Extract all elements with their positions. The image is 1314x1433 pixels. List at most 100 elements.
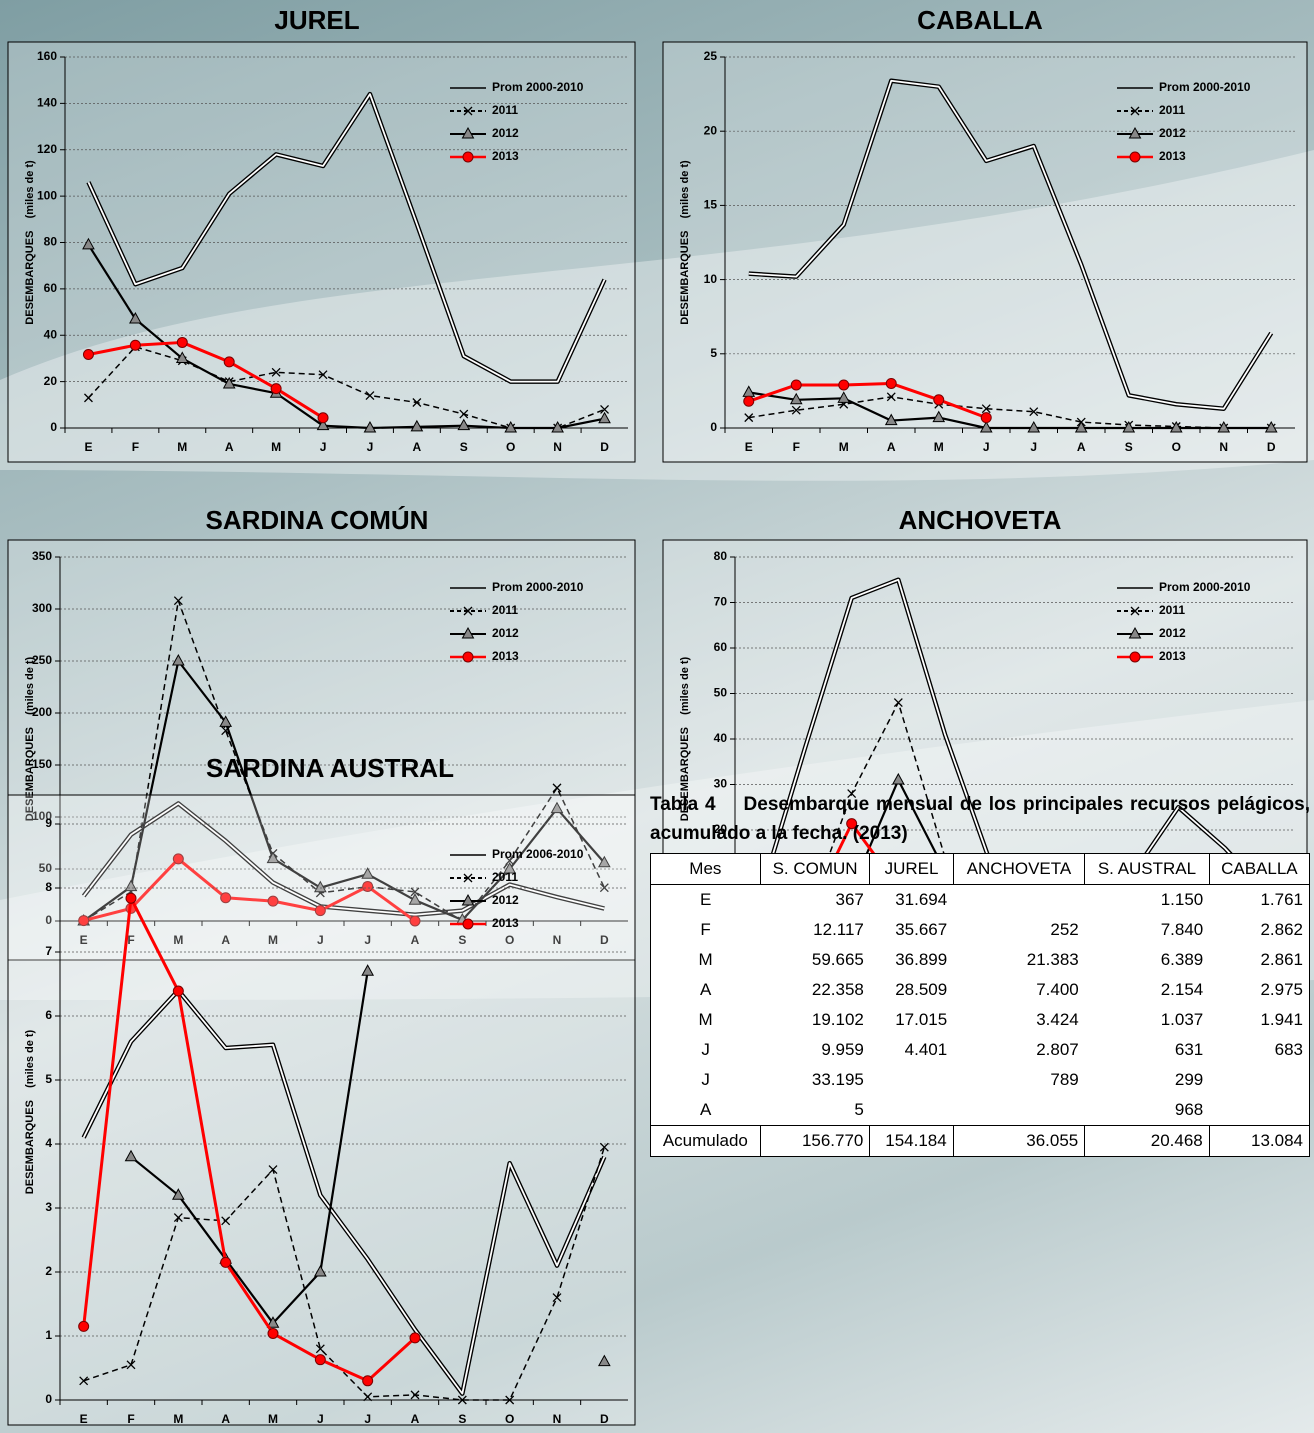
legend-label: Prom 2006-2010: [492, 847, 584, 861]
y-tick-label: 200: [32, 705, 52, 719]
legend-marker: [1128, 626, 1142, 639]
marker: [410, 419, 424, 432]
x-tick-label: O: [1172, 440, 1181, 454]
series-line: [748, 391, 1272, 430]
table-cell: 31.694: [895, 890, 948, 909]
y-tick-label: 4: [45, 1136, 52, 1150]
x-tick-label: N: [553, 933, 562, 947]
y-tick-label: 0: [710, 420, 717, 434]
table-cell: 2.862: [1209, 915, 1311, 945]
table-cell: M: [650, 1005, 761, 1035]
table-cell: 9.959: [821, 1040, 864, 1059]
marker: [266, 1316, 280, 1328]
marker: [126, 1360, 136, 1370]
legend-label: Prom 2000-2010: [492, 80, 584, 94]
header-cell: S. COMUN: [759, 853, 871, 885]
table-cell: 28.509: [895, 980, 948, 999]
table-cell: 36.899: [895, 950, 948, 969]
legend-label: 2013: [1159, 649, 1186, 663]
x-tick-label: M: [934, 440, 944, 454]
series-line: [748, 381, 987, 420]
table-row: E 367 31.694 1.150 1.761: [650, 884, 1311, 916]
background-shape: [0, 150, 1314, 481]
marker: [78, 1320, 90, 1332]
marker: [847, 789, 857, 799]
marker: [412, 398, 422, 407]
marker: [409, 1332, 421, 1344]
marker: [318, 370, 328, 380]
x-tick-label: A: [221, 1412, 230, 1426]
x-tick-label: M: [839, 440, 849, 454]
legend-marker: [461, 126, 475, 139]
series-line: [88, 340, 324, 420]
table-cell: 968: [1174, 1100, 1204, 1119]
series-line: [87, 244, 605, 430]
x-tick-label: M: [268, 933, 278, 947]
y-tick-label: 1: [45, 1328, 52, 1342]
table-cell: 36.055: [952, 1125, 1086, 1157]
x-tick-label: E: [80, 933, 88, 947]
y-tick-label: 8: [45, 880, 52, 894]
marker: [1027, 420, 1041, 433]
marker: [599, 1142, 609, 1152]
marker: [220, 1256, 232, 1268]
empty-cell: [870, 1065, 953, 1095]
y-tick-label: 140: [37, 96, 57, 110]
table-cell: 631: [1174, 1040, 1204, 1059]
y-tick-label: 6: [45, 1008, 52, 1022]
x-tick-label: O: [505, 1412, 514, 1426]
y-tick-label: 80: [714, 549, 728, 563]
table-cell: 12.117: [813, 920, 864, 939]
marker: [313, 1264, 327, 1277]
x-tick-label: F: [793, 440, 800, 454]
marker: [313, 880, 327, 893]
table-cell: 156.770: [759, 1125, 871, 1157]
marker: [1217, 420, 1231, 433]
x-tick-label: M: [173, 1412, 183, 1426]
chart-frame: [7, 41, 636, 463]
chart-title: CABALLA: [917, 5, 1043, 35]
table-row: Acumulado 156.770 154.184 36.055 20.468 13.08…: [650, 1125, 1311, 1157]
x-tick-label: E: [745, 440, 753, 454]
x-tick-label: J: [364, 933, 371, 947]
series-line: [82, 896, 417, 1383]
marker: [600, 404, 610, 414]
x-tick-label: J: [320, 440, 327, 454]
y-tick-label: 100: [37, 188, 57, 202]
header-cell: Mes: [650, 853, 761, 885]
y-tick-label: 7: [45, 944, 52, 958]
legend-marker: [1128, 126, 1142, 139]
marker: [981, 404, 991, 414]
marker: [129, 339, 141, 351]
table-cell: 35.667: [895, 920, 948, 939]
x-tick-label: O: [506, 440, 515, 454]
marker: [171, 1188, 185, 1200]
legend-label: 2011: [1159, 103, 1185, 117]
marker: [552, 783, 562, 793]
y-tick-label: 30: [714, 777, 728, 791]
legend-label: 2011: [492, 603, 518, 617]
marker: [267, 895, 279, 907]
table-caption: Tabla 4 Desembarque mensual de los princi…: [650, 790, 1310, 848]
marker: [1169, 420, 1183, 433]
marker: [222, 376, 236, 389]
y-tick-label: 50: [714, 686, 728, 700]
table-cell: 5: [854, 1100, 864, 1119]
table-row: J 9.959 4.401 2.807 631 683: [650, 1035, 1311, 1065]
y-tick-label: 150: [32, 757, 52, 771]
marker: [837, 391, 851, 403]
table-row: F 12.117 35.667 252 7.840 2.862: [650, 915, 1311, 945]
marker: [129, 311, 142, 324]
marker: [267, 1327, 279, 1339]
marker: [316, 418, 330, 431]
empty-cell: [953, 885, 1085, 916]
y-tick-label: 120: [37, 142, 57, 156]
x-tick-label: O: [505, 933, 514, 947]
y-tick-label: 0: [45, 913, 52, 927]
marker: [175, 351, 189, 363]
table-row: J 33.195 789 299: [650, 1065, 1311, 1095]
series-line: [83, 1146, 606, 1401]
y-tick-label: 60: [44, 281, 58, 295]
table-cell: 17.015: [895, 1010, 948, 1029]
y-tick-label: 250: [32, 653, 52, 667]
